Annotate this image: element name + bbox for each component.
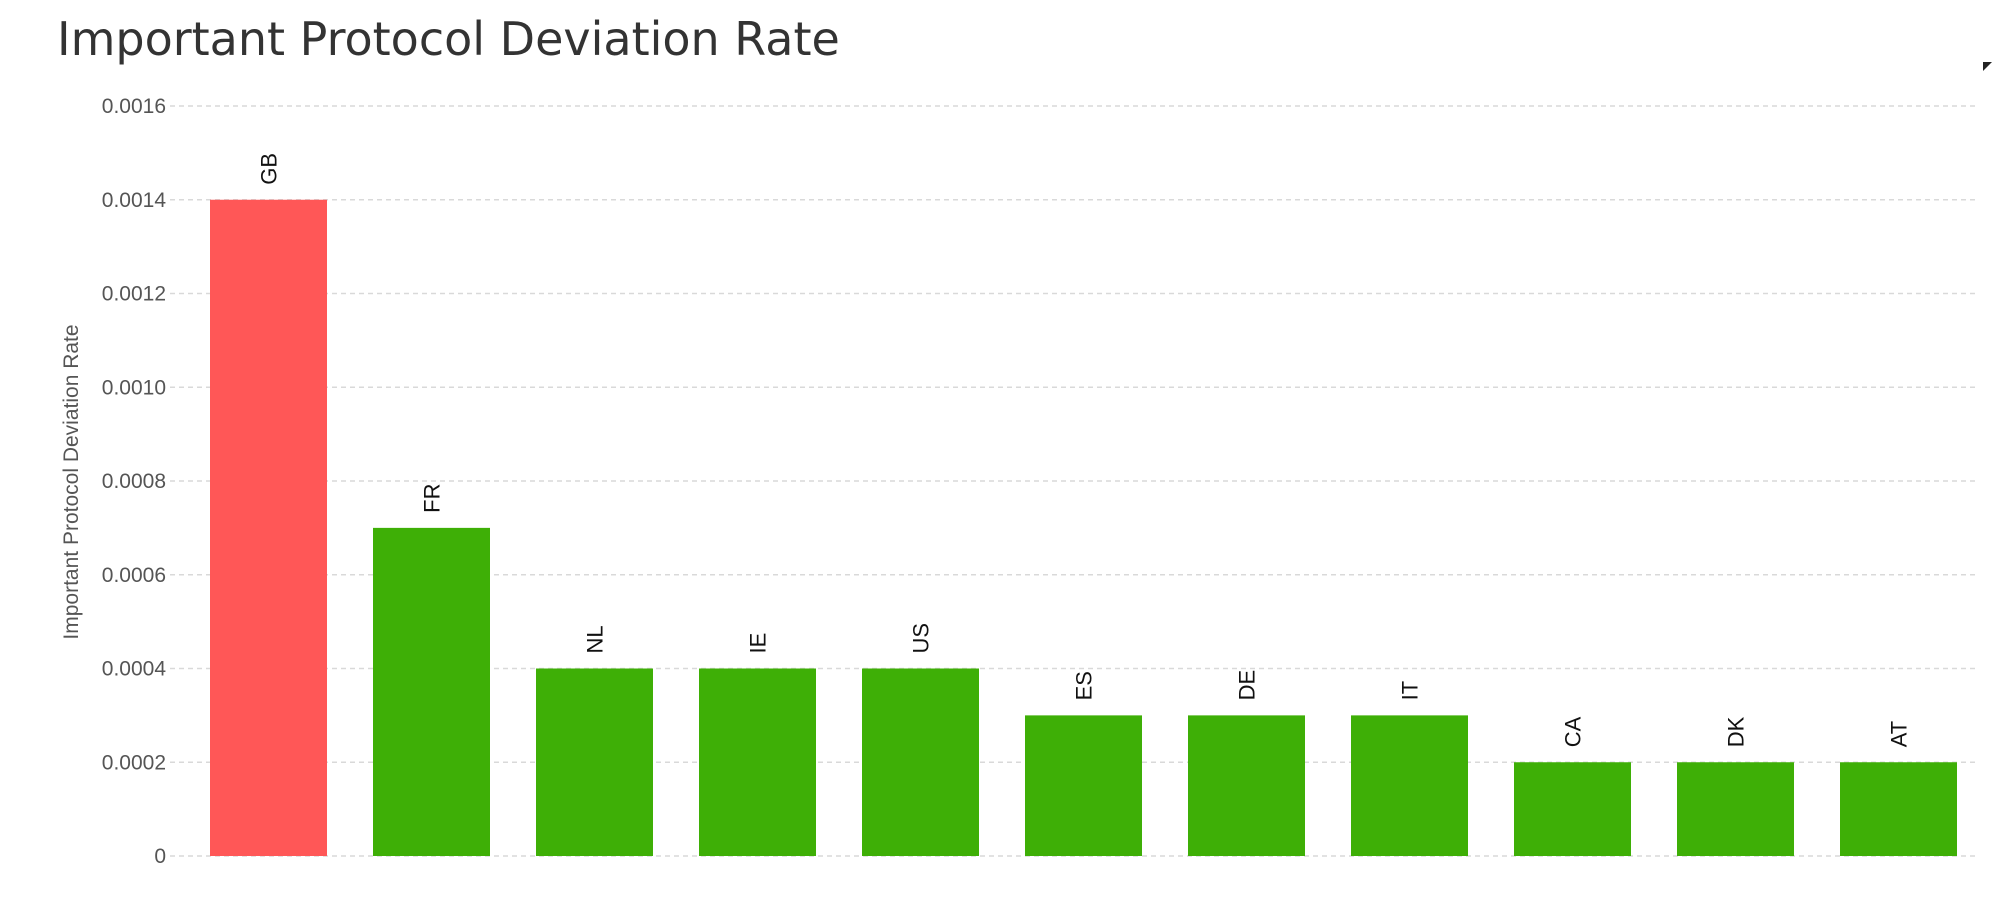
bar-fr[interactable] xyxy=(373,527,490,856)
bar-gb[interactable] xyxy=(210,199,327,856)
bar-label-at: AT xyxy=(1887,721,1912,747)
mouse-pointer-icon xyxy=(1983,62,1992,71)
y-tick-label: 0.0010 xyxy=(102,376,166,399)
bar-nl[interactable] xyxy=(536,668,653,857)
y-tick-label: 0 xyxy=(154,845,166,868)
bar-label-us: US xyxy=(909,623,934,654)
y-tick-label: 0.0004 xyxy=(102,658,167,681)
bar-label-dk: DK xyxy=(1724,716,1749,747)
y-tick-label: 0.0014 xyxy=(102,189,167,212)
y-tick-label: 0.0016 xyxy=(102,95,166,118)
bar-label-de: DE xyxy=(1235,670,1260,701)
bar-at[interactable] xyxy=(1840,762,1957,856)
bars xyxy=(210,199,1957,857)
y-tick-label: 0.0006 xyxy=(102,564,166,587)
bar-us[interactable] xyxy=(862,668,979,857)
bar-ie[interactable] xyxy=(699,668,816,857)
bar-label-it: IT xyxy=(1398,681,1423,701)
bar-dk[interactable] xyxy=(1677,762,1794,856)
bar-ca[interactable] xyxy=(1514,762,1631,856)
bar-label-ca: CA xyxy=(1561,716,1586,747)
bar-label-fr: FR xyxy=(420,484,445,513)
bar-de[interactable] xyxy=(1188,715,1305,856)
y-tick-label: 0.0002 xyxy=(102,751,166,774)
bar-it[interactable] xyxy=(1351,715,1468,856)
bar-label-ie: IE xyxy=(746,633,771,654)
bar-label-nl: NL xyxy=(583,625,608,653)
bar-label-es: ES xyxy=(1072,671,1097,700)
y-axis-ticks: 0 0.0002 0.0004 0.0006 0.0008 0.0010 0.0012 0.0… xyxy=(102,95,167,868)
chart-title: Important Protocol Deviation Rate xyxy=(57,12,840,66)
y-axis-title: Important Protocol Deviation Rate xyxy=(60,324,83,639)
bar-labels: GB FR NL IE US ES DE IT CA DK AT xyxy=(257,153,1912,747)
y-tick-label: 0.0012 xyxy=(102,283,166,306)
bar-es[interactable] xyxy=(1025,715,1142,856)
bar-label-gb: GB xyxy=(257,153,282,185)
y-tick-label: 0.0008 xyxy=(102,470,166,493)
